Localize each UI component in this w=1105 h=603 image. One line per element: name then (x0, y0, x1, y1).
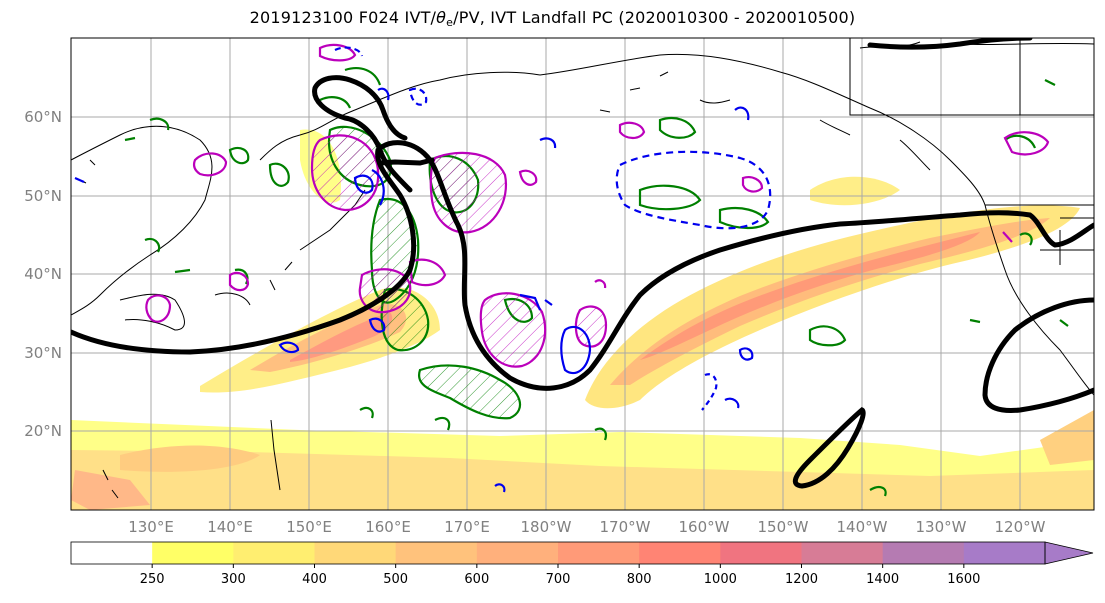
colorbar-swatch (71, 542, 153, 564)
colorbar-swatch (801, 542, 884, 564)
lon-labels: 130°E 140°E 150°E 160°E 170°E 180°W 170°… (128, 518, 1045, 536)
colorbar-tick-label: 600 (464, 572, 489, 587)
lon-label: 140°E (207, 518, 253, 536)
colorbar-swatch (152, 542, 234, 564)
map-panel (71, 38, 1094, 510)
lon-label: 140°W (837, 518, 888, 536)
colorbar-extend-arrow (1044, 541, 1094, 565)
lon-label: 150°W (758, 518, 809, 536)
colorbar-swatch (963, 542, 1046, 564)
colorbar-swatch (558, 542, 640, 564)
colorbar-swatch (233, 542, 315, 564)
colorbar-swatch (639, 542, 721, 564)
colorbar-swatch (882, 542, 965, 564)
lon-label: 130°W (916, 518, 967, 536)
lon-label: 160°W (679, 518, 730, 536)
colorbar-tick-label: 800 (627, 572, 652, 587)
lat-label: 40°N (24, 265, 62, 283)
colorbar-tick-label: 300 (221, 572, 246, 587)
pv-negative-contours (74, 46, 772, 493)
colorbar-swatch (720, 542, 802, 564)
lon-label: 170°E (444, 518, 490, 536)
pv-positive-contours (145, 43, 1050, 368)
colorbar-swatch (395, 542, 478, 564)
colorbar-tick-label: 1000 (704, 572, 737, 587)
colorbar-tick-label: 1600 (947, 572, 980, 587)
lon-label: 130°E (128, 518, 174, 536)
map-frame (70, 37, 1095, 511)
theta-e-contours (71, 38, 1094, 489)
chart-title: 2019123100 F024 IVT/θe/PV, IVT Landfall … (249, 8, 856, 29)
coastlines (71, 38, 1094, 499)
colorbar-swatch (314, 542, 397, 564)
lat-label: 30°N (24, 344, 62, 362)
graticule (71, 38, 1094, 510)
colorbar-tick-label: 700 (546, 572, 571, 587)
lon-label: 160°E (365, 518, 411, 536)
lat-label: 60°N (24, 108, 62, 126)
lon-label: 180°W (521, 518, 572, 536)
lon-label: 150°E (286, 518, 332, 536)
colorbar-swatch (476, 542, 559, 564)
lat-label: 50°N (24, 187, 62, 205)
colorbar-tick-label: 1400 (866, 572, 899, 587)
colorbar-tick-label: 500 (383, 572, 408, 587)
lat-label: 20°N (24, 422, 62, 440)
colorbar-tick-label: 1200 (785, 572, 818, 587)
ivt-fill-layer (71, 129, 1094, 510)
lon-label: 170°W (600, 518, 651, 536)
colorbar: 250 300 400 500 600 700 800 1000 1200 1400 1600 (70, 541, 1094, 587)
lat-labels: 60°N 50°N 40°N 30°N 20°N (24, 108, 62, 440)
lon-label: 120°W (995, 518, 1046, 536)
colorbar-tick-label: 400 (302, 572, 327, 587)
colorbar-tick-label: 250 (140, 572, 165, 587)
